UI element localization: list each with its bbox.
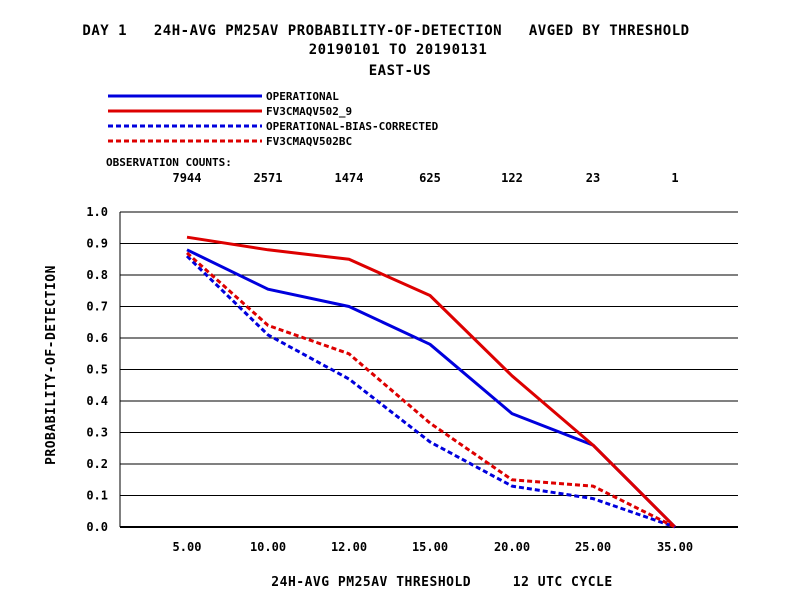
legend-label: FV3CMAQV502BC	[266, 135, 352, 148]
y-tick-labels: 0.0 0.1 0.2 0.3 0.4 0.5 0.6 0.7 0.8 0.9 1.0	[86, 205, 108, 534]
observation-count: 1474	[335, 171, 364, 185]
series-line-operational-bias-corrected	[185, 255, 676, 529]
legend: OPERATIONAL FV3CMAQV502_9 OPERATIONAL-BIAS…	[108, 90, 439, 148]
y-tick-label: 1.0	[86, 205, 108, 219]
x-tick-label: 5.00	[173, 540, 202, 554]
grid	[120, 211, 738, 496]
x-tick-label: 25.00	[575, 540, 611, 554]
chart-title: DAY 1 24H-AVG PM25AV PROBABILITY-OF-DETE…	[82, 23, 689, 79]
series-lines	[185, 235, 677, 529]
observation-counts-label: OBSERVATION COUNTS:	[106, 156, 232, 169]
y-tick-label: 0.2	[86, 457, 108, 471]
y-tick-label: 0.3	[86, 426, 108, 440]
x-tick-label: 20.00	[494, 540, 530, 554]
x-tick-label: 15.00	[412, 540, 448, 554]
title-line-1: DAY 1 24H-AVG PM25AV PROBABILITY-OF-DETE…	[82, 23, 689, 39]
series-line-fv3cmaqv502bc	[185, 251, 676, 529]
title-line-3: EAST-US	[369, 63, 432, 79]
y-tick-label: 0.7	[86, 300, 108, 314]
legend-label: FV3CMAQV502_9	[266, 105, 352, 118]
observation-counts: 7944 2571 1474 625 122 23 1	[173, 171, 679, 185]
y-tick-label: 0.1	[86, 489, 108, 503]
series-line-fv3cmaqv502-9	[186, 235, 677, 529]
x-tick-label: 10.00	[250, 540, 286, 554]
y-tick-label: 0.0	[86, 520, 108, 534]
observation-count: 1	[671, 171, 678, 185]
y-axis-label: PROBABILITY-OF-DETECTION	[44, 265, 59, 465]
x-tick-labels: 5.00 10.00 12.00 15.00 20.00 25.00 35.00	[173, 540, 694, 554]
observation-count: 122	[501, 171, 523, 185]
legend-label: OPERATIONAL	[266, 90, 339, 103]
series-line-operational	[186, 248, 677, 529]
title-line-2: 20190101 TO 20190131	[309, 42, 488, 58]
observation-count: 625	[419, 171, 441, 185]
x-axis-label: 24H-AVG PM25AV THRESHOLD 12 UTC CYCLE	[271, 575, 612, 590]
y-tick-label: 0.9	[86, 237, 108, 251]
y-tick-label: 0.6	[86, 331, 108, 345]
y-tick-label: 0.4	[86, 394, 108, 408]
x-tick-label: 12.00	[331, 540, 367, 554]
y-tick-label: 0.8	[86, 268, 108, 282]
observation-count: 2571	[254, 171, 283, 185]
y-tick-label: 0.5	[86, 363, 108, 377]
x-tick-label: 35.00	[657, 540, 693, 554]
axes	[119, 212, 738, 528]
observation-count: 23	[586, 171, 600, 185]
observation-count: 7944	[173, 171, 202, 185]
legend-label: OPERATIONAL-BIAS-CORRECTED	[266, 120, 439, 133]
